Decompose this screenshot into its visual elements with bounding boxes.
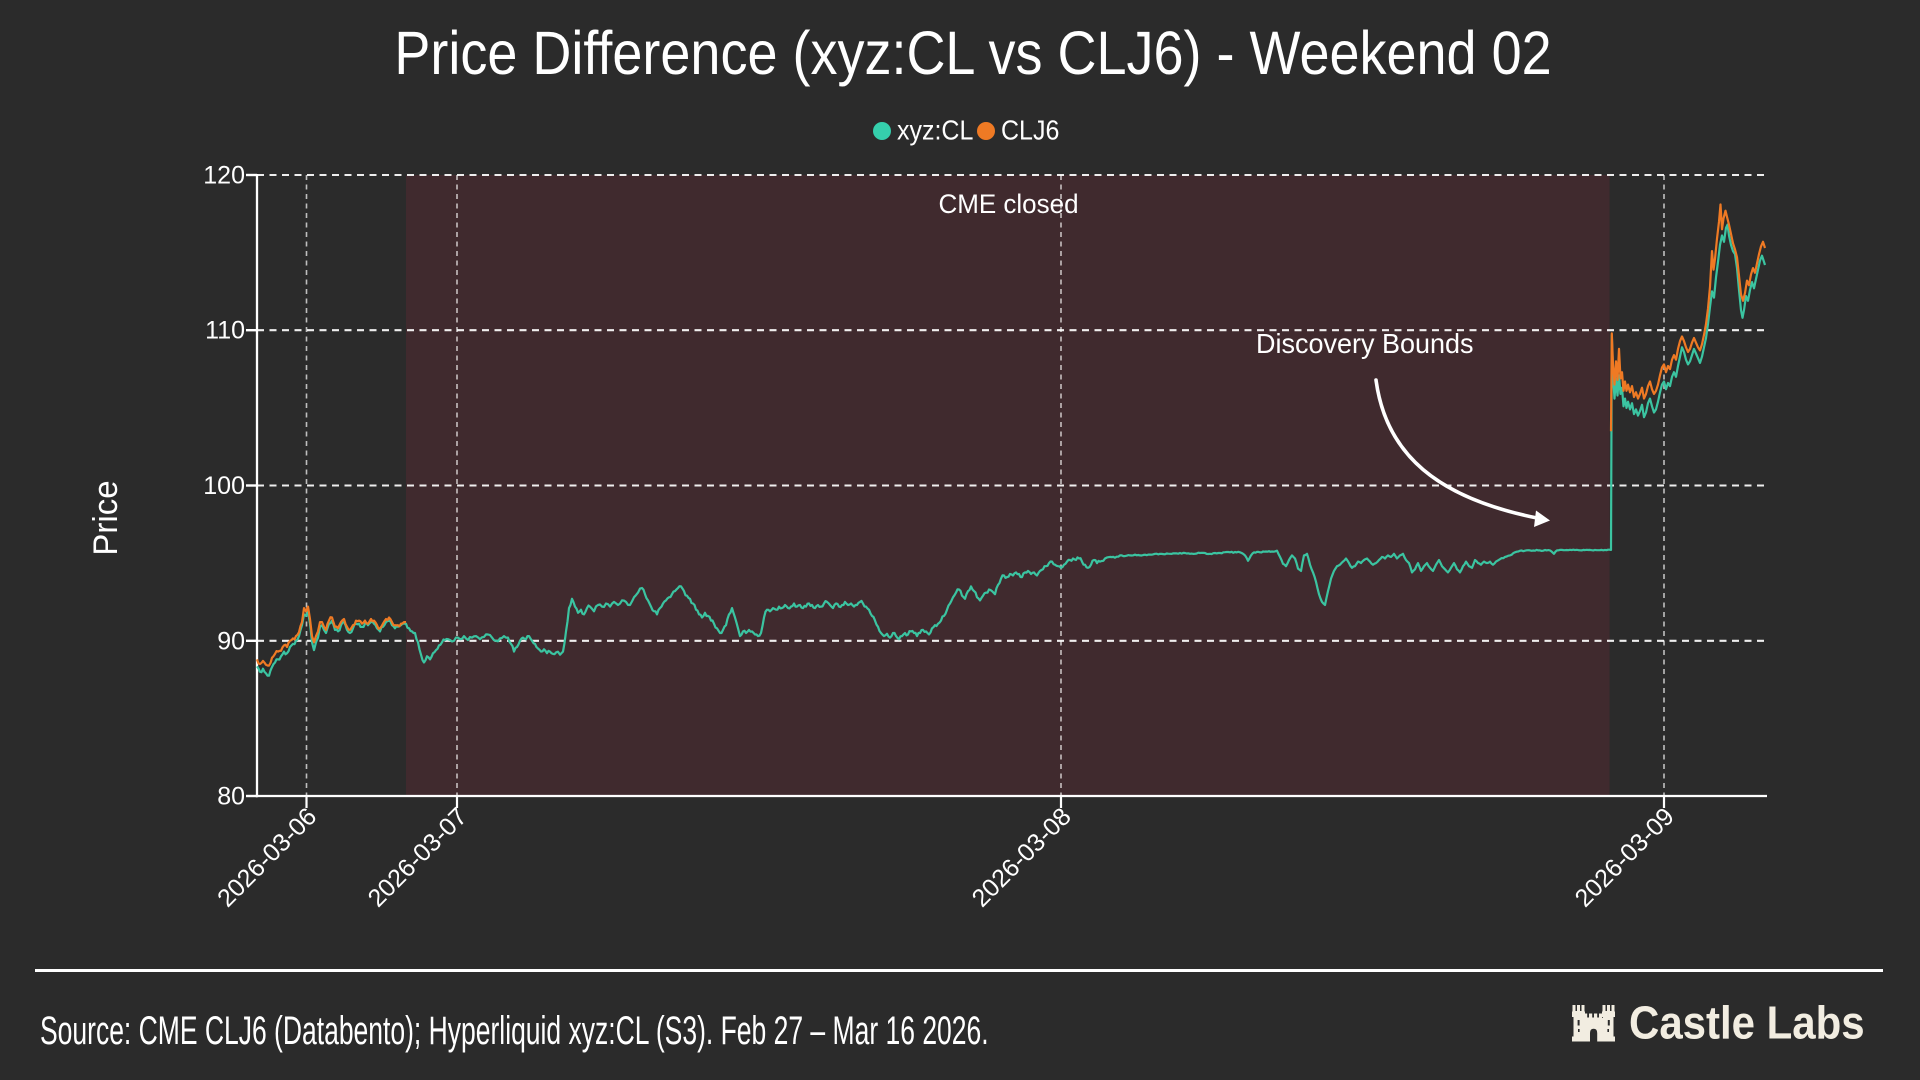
svg-text:80: 80 xyxy=(217,783,245,811)
svg-text:Discovery Bounds: Discovery Bounds xyxy=(1256,328,1474,359)
svg-text:110: 110 xyxy=(205,317,245,345)
svg-text:CLJ6: CLJ6 xyxy=(1001,114,1059,146)
svg-text:CME closed: CME closed xyxy=(938,188,1078,219)
svg-text:Castle Labs: Castle Labs xyxy=(1629,998,1865,1049)
svg-text:xyz:CL: xyz:CL xyxy=(897,114,973,146)
svg-text:Source: CME CLJ6 (Databento);: Source: CME CLJ6 (Databento); Hyperliqui… xyxy=(40,1009,989,1054)
svg-text:Price Difference (xyz:CL vs CL: Price Difference (xyz:CL vs CLJ6) - Week… xyxy=(394,20,1551,88)
svg-text:100: 100 xyxy=(203,472,245,500)
svg-text:Price: Price xyxy=(86,480,125,555)
svg-text:120: 120 xyxy=(203,162,245,190)
svg-text:90: 90 xyxy=(217,627,245,655)
